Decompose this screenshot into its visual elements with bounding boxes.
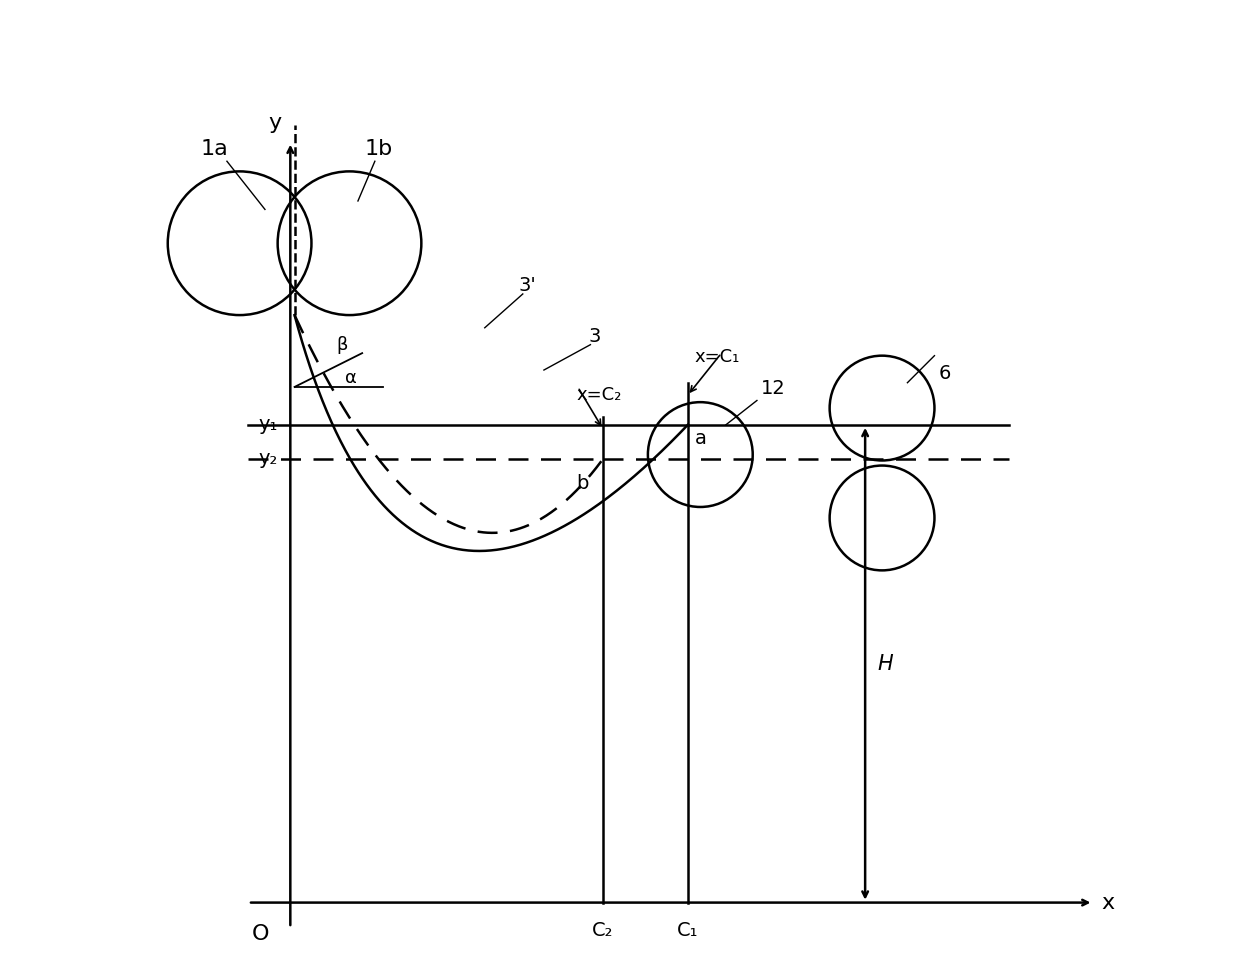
Text: O: O (252, 924, 269, 944)
Text: α: α (345, 370, 357, 387)
Text: y₁: y₁ (258, 415, 278, 434)
Text: 1b: 1b (365, 139, 393, 159)
Text: x: x (1102, 893, 1115, 913)
Text: β: β (337, 336, 348, 353)
Text: y: y (269, 114, 281, 133)
Text: x=C₂: x=C₂ (577, 386, 621, 403)
Text: 6: 6 (939, 364, 951, 383)
Text: 3': 3' (518, 276, 536, 295)
Text: C₁: C₁ (677, 922, 698, 940)
Text: H: H (878, 654, 894, 674)
Text: 1a: 1a (201, 139, 228, 159)
Text: b: b (575, 474, 588, 493)
Text: 3: 3 (589, 326, 601, 346)
Text: y₂: y₂ (258, 450, 278, 468)
Text: C₂: C₂ (593, 922, 614, 940)
Text: 12: 12 (761, 378, 786, 398)
Text: a: a (694, 429, 707, 448)
Text: x=C₁: x=C₁ (694, 348, 740, 366)
